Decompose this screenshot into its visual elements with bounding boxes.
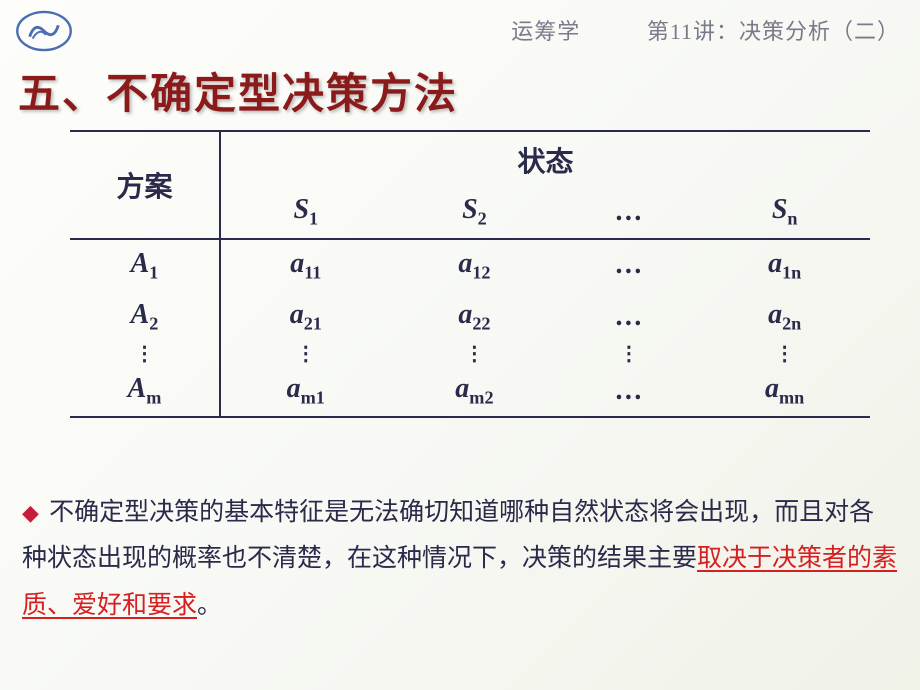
cell-a2n: a2n	[699, 291, 870, 343]
decision-table-container: 方案 状态 S1 S2 … Sn A1 a11 a12 … a1n A2 a21…	[70, 130, 870, 418]
slide-header: 运筹学 第11讲：决策分析（二）	[511, 14, 900, 46]
slide-title: 五、不确定型决策方法	[18, 60, 458, 121]
subject-label: 运筹学	[511, 19, 580, 44]
university-logo	[15, 10, 73, 52]
state-col-sn: Sn	[699, 186, 870, 239]
plan-am: Am	[70, 365, 220, 418]
body-text-2: 。	[197, 592, 222, 619]
cell-vdots-4: ⋮	[699, 343, 870, 365]
cell-vdots-3: ⋮	[558, 343, 699, 365]
cell-a21: a21	[220, 291, 391, 343]
cell-am2: am2	[391, 365, 559, 418]
cell-vdots-1: ⋮	[220, 343, 391, 365]
cell-a1n: a1n	[699, 239, 870, 292]
cell-am1: am1	[220, 365, 391, 418]
cell-amn: amn	[699, 365, 870, 418]
plan-a2: A2	[70, 291, 220, 343]
plan-header-cell: 方案	[70, 131, 220, 239]
state-col-s1: S1	[220, 186, 391, 239]
cell-r2-dots: …	[558, 291, 699, 343]
bullet-diamond-icon: ◆	[22, 500, 39, 525]
decision-matrix-table: 方案 状态 S1 S2 … Sn A1 a11 a12 … a1n A2 a21…	[70, 130, 870, 418]
cell-a12: a12	[391, 239, 559, 292]
explanation-paragraph: ◆ 不确定型决策的基本特征是无法确切知道哪种自然状态将会出现，而且对各种状态出现…	[22, 490, 898, 629]
cell-a11: a11	[220, 239, 391, 292]
plan-a1: A1	[70, 239, 220, 292]
state-header-cell: 状态	[220, 131, 870, 186]
cell-rm-dots: …	[558, 365, 699, 418]
cell-vdots-2: ⋮	[391, 343, 559, 365]
state-col-s2: S2	[391, 186, 559, 239]
lecture-label: 第11讲：决策分析（二）	[647, 19, 900, 44]
plan-vdots: ⋮	[70, 343, 220, 365]
state-col-dots: …	[558, 186, 699, 239]
cell-r1-dots: …	[558, 239, 699, 292]
cell-a22: a22	[391, 291, 559, 343]
